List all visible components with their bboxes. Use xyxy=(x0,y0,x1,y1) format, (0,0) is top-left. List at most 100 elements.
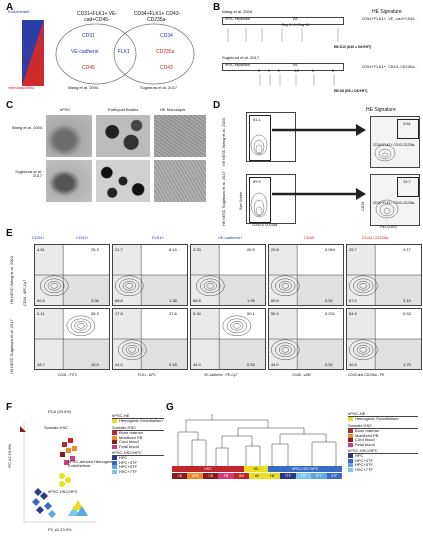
facs-gate-sugimura: 99.9 xyxy=(246,174,296,224)
quadrant-value-br: 15.9 xyxy=(91,362,99,367)
pca-point-fetal xyxy=(20,426,26,432)
g-legend-item-he: Hemogenic Endothelium xyxy=(348,417,418,422)
g-legend-item-cb: Cord blood xyxy=(348,438,418,443)
sig-pct-sugimura: 13.7 xyxy=(403,179,411,184)
panel-label-f: F xyxy=(6,402,13,413)
quadrant-value-tr: 0.031 xyxy=(325,311,336,316)
quadrant-value-tl: 3.33 xyxy=(193,247,201,252)
quadrant-value-bl: 66.8 xyxy=(115,298,123,303)
quadrant-value-tr: 50.1 xyxy=(247,311,255,316)
facs-plot-r1-c5: 25.7 4.17 67.0 3.19 xyxy=(346,244,422,306)
g-legend-group-hsc: hPSC-HSC/HPC xyxy=(348,448,418,455)
timeline-1-stage-eb: EB xyxy=(293,17,298,21)
pca-he-cluster xyxy=(59,473,71,487)
micrograph-hpsc-sugimura xyxy=(46,160,92,202)
e-col-title-5: CD45 xyxy=(304,235,315,240)
sample-he-2: HE xyxy=(264,473,281,479)
g-legend-group-he: hPSC-HE xyxy=(348,411,418,418)
facs-plot-r1-c2: 21.7 8.14 66.8 1.38 xyxy=(112,244,188,306)
legend-group-somatic: Somatic HSC xyxy=(112,425,164,432)
quadrant-value-tr: 55.3 xyxy=(91,311,99,316)
e-x-axis-2: FLK1 - APC xyxy=(138,373,156,377)
timeline-2-ref: Sugimura et al. 2017 xyxy=(222,55,259,60)
cd43-axis-label: CD43 & CD235a xyxy=(252,223,278,227)
timeline-2-ticks xyxy=(259,74,335,86)
side-label-top: Endothelial+ xyxy=(8,9,31,14)
timeline-1-days: Day 3 / 6 / Day 10 xyxy=(282,23,310,27)
timeline-2-stage-eb: EB xyxy=(293,63,298,67)
venn-left-circle xyxy=(55,23,137,85)
e-y-axis: CD34 - APC-Cy7 xyxy=(23,280,27,306)
venn-right-marker-2: CD235a xyxy=(156,49,175,55)
gate-pct-wang: 91.1 xyxy=(253,117,261,122)
quadrant-value-tr: 37.6 xyxy=(169,311,177,316)
col-header-he: HE Monolayer xyxy=(160,107,186,112)
quadrant-value-bl: 44.0 xyxy=(271,362,279,367)
quadrant-value-br: 0.53 xyxy=(247,362,255,367)
panel-a: Endothelial+ Hematopoietic- CD31+FLK1+ V… xyxy=(8,9,203,92)
quadrant-value-br: 0.18 xyxy=(169,362,177,367)
quadrant-value-br: 1.38 xyxy=(169,298,177,303)
timeline-2-stage-expansion: hPSC expansion xyxy=(225,63,251,67)
panel-g: HSC HE hPSC-HSC/HPC CB MPB CB FB BM HE H… xyxy=(172,410,420,538)
sample-stf-2: STF xyxy=(326,473,342,479)
quadrant-value-tl: 17.8 xyxy=(115,311,123,316)
legend-item-hpc5: HPC+5TF xyxy=(112,465,164,470)
facs-hesig-wang: 3.81 CD34+FLK1+ CD43-CD235a- xyxy=(370,116,420,168)
sample-he-1: HE xyxy=(249,473,265,479)
timeline-2-day-2: 2 xyxy=(278,69,280,73)
legend-group-he: hPSC-HE xyxy=(112,413,164,420)
legend-item-mpb: Mobilized PB xyxy=(112,435,164,440)
panel-label-a: A xyxy=(6,2,14,13)
venn-right-marker-3: CD43 xyxy=(160,65,173,71)
sample-bm: BM xyxy=(233,473,250,479)
timeline-1-result: CD31+FLK1+ VE-cad+CD45- xyxy=(362,18,418,22)
quadrant-value-bl: 28.7 xyxy=(37,362,45,367)
legend-item-hpc3: HPC+3TF xyxy=(112,460,164,465)
quadrant-value-bl: 42.8 xyxy=(349,362,357,367)
quadrant-value-br: 0.52 xyxy=(325,362,333,367)
micrograph-eb-wang xyxy=(96,115,150,157)
quadrant-value-bl: 44.0 xyxy=(193,362,201,367)
timeline-2-day-5: 8 xyxy=(332,69,334,73)
venn-left-caption: Wang et al. 2004 xyxy=(68,85,99,90)
g-legend-group-somatic: Somatic HSC xyxy=(348,423,418,430)
panel-d: H9 hESC Wang et al. 2004 H9 hESC Sugimur… xyxy=(221,107,420,258)
e-x-axis-4: CD45 - v450 xyxy=(292,373,312,377)
e-col-title-1: CD34+ xyxy=(32,235,45,240)
facs-plot-r1-c1: 4.51 25.3 66.8 3.38 xyxy=(34,244,110,306)
e-col-title-4: VE-cadherin+ xyxy=(218,235,243,240)
quadrant-value-bl: 69.6 xyxy=(271,298,279,303)
timeline-2-day-1: 1 xyxy=(268,69,270,73)
quadrant-value-tr: 8.14 xyxy=(169,247,177,252)
quadrant-value-tl: 4.51 xyxy=(37,247,45,252)
pca-label-he: hPSC-derived Hemogenic Endothelium xyxy=(68,459,115,469)
timeline-2-day-0: 0 xyxy=(258,69,260,73)
gating-arrows xyxy=(272,124,366,200)
cluster-bar-hsc: HSC xyxy=(172,466,244,472)
facs-plot-r2-c3: 5.34 50.1 44.0 0.53 xyxy=(190,308,266,370)
sample-ttf: TTF xyxy=(280,473,296,479)
sample-mpb: MPB xyxy=(187,473,203,479)
dendrogram xyxy=(177,414,337,466)
timeline-1-ref: Wang et al. 2004 xyxy=(222,9,253,14)
legend-item-cb: Cord blood xyxy=(112,440,164,445)
e-col-title-3: FLK1+ xyxy=(152,235,164,240)
sig-title: HE Signature xyxy=(366,107,396,113)
micrograph-eb-sugimura xyxy=(96,160,150,202)
e-row-label-sugimura: H9 hESC Sugimura et al. 2017 xyxy=(9,319,14,374)
e-x-axis-3: VE-cadherin - PE-Cy7 xyxy=(204,373,238,377)
quadrant-value-bl: 66.8 xyxy=(193,298,201,303)
legend-item-hpc: HPC xyxy=(112,456,164,461)
pca-legend: hPSC-HE Hemogenic Endothelium Somatic HS… xyxy=(112,413,164,474)
venn-right-caption: Sugimura et al. 2017 xyxy=(140,85,177,90)
quadrant-value-br: 1.95 xyxy=(247,298,255,303)
quadrant-value-tl: 54.9 xyxy=(349,311,357,316)
sample-stf-1: STF xyxy=(311,473,327,479)
e-x-axis-5: CD43 and CD235a - PE xyxy=(348,373,385,377)
sample-7tf: 7TF xyxy=(295,473,312,479)
legend-item-hsc7: HSC+7TF xyxy=(112,469,164,474)
pca-xlabel: PC #1 23.9% xyxy=(48,527,72,532)
e-col-title-6: CD43 CD235a xyxy=(362,235,389,240)
quadrant-value-tl: 55.4 xyxy=(271,311,279,316)
